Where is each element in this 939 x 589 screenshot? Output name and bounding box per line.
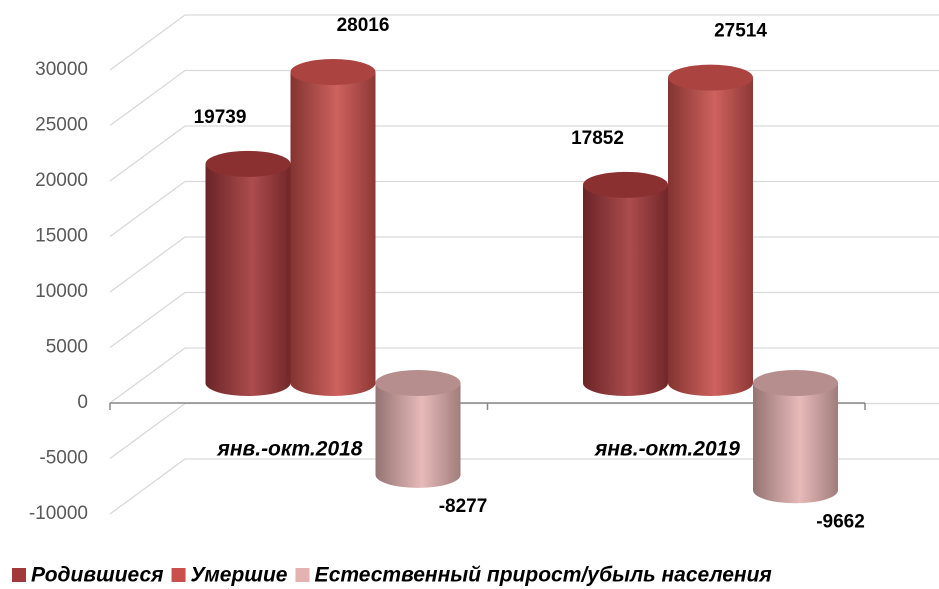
y-tick-label: 15000	[35, 226, 88, 247]
bar-top	[375, 370, 461, 396]
grid-line	[109, 458, 939, 515]
bar-top	[753, 370, 838, 396]
y-tick-label: -5000	[39, 448, 88, 469]
bar-top	[290, 59, 376, 86]
y-tick-label: 5000	[46, 337, 88, 358]
y-tick-label: -10000	[29, 503, 88, 524]
value-label: 28016	[337, 15, 390, 36]
y-tick-label: 0	[77, 392, 88, 413]
bar	[753, 383, 838, 504]
bar	[583, 184, 668, 397]
legend-label: Естественный прирост/убыль населения	[314, 564, 771, 587]
bar-top	[668, 64, 753, 91]
value-label: 19739	[194, 107, 247, 128]
bar	[290, 72, 376, 397]
grid-line	[109, 14, 939, 71]
y-tick-label: 10000	[35, 281, 88, 302]
x-tick-label: янв.-окт.2019	[594, 438, 740, 461]
bar-top	[205, 150, 291, 177]
legend-label: Родившиеся	[31, 564, 164, 587]
value-label: 17852	[571, 128, 624, 149]
value-label: -9662	[816, 511, 865, 532]
y-tick-label: 30000	[35, 59, 88, 80]
value-label: -8277	[439, 496, 488, 517]
legend-swatch	[295, 568, 310, 582]
y-tick-label: 25000	[35, 115, 88, 136]
value-label: 27514	[714, 21, 767, 42]
legend-swatch	[171, 568, 186, 582]
x-tick-label: янв.-окт.2018	[217, 438, 363, 461]
y-tick-label: 20000	[35, 170, 88, 191]
bar	[668, 77, 753, 397]
legend-label: Умершие	[191, 564, 288, 587]
bar	[375, 383, 461, 488]
legend-swatch	[12, 568, 26, 582]
bar-top	[583, 171, 668, 198]
bar	[205, 163, 291, 397]
